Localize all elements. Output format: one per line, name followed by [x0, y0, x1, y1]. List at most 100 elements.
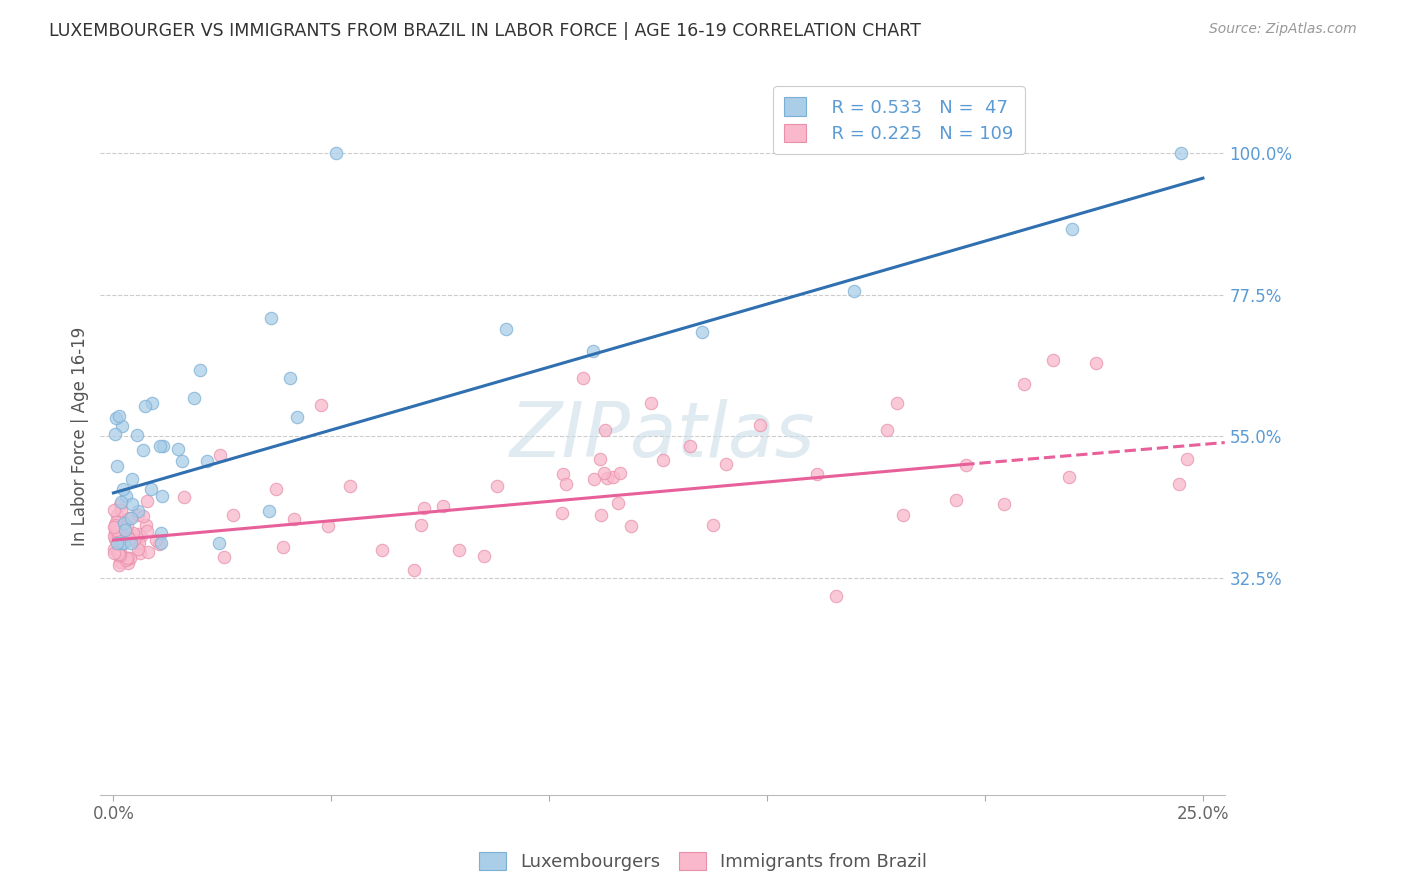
- Point: [107, 547, 129, 561]
- Point: [283, 512, 305, 526]
- Point: [554, 477, 576, 491]
- Point: [108, 558, 131, 572]
- Point: [447, 543, 470, 558]
- Point: [103, 546, 125, 560]
- Point: [104, 411, 127, 425]
- Point: [551, 467, 574, 482]
- Point: [107, 409, 129, 423]
- Point: [188, 363, 211, 377]
- Point: [806, 467, 828, 482]
- Point: [316, 518, 339, 533]
- Point: [150, 536, 173, 550]
- Point: [413, 501, 436, 516]
- Point: [149, 439, 172, 453]
- Point: [127, 542, 149, 557]
- Point: [1042, 352, 1064, 367]
- Point: [111, 528, 134, 542]
- Point: [111, 536, 134, 550]
- Point: [1062, 221, 1084, 235]
- Point: [409, 518, 432, 533]
- Point: [115, 519, 138, 533]
- Point: [593, 466, 616, 480]
- Point: [104, 517, 127, 532]
- Point: [114, 553, 136, 567]
- Point: [110, 528, 132, 542]
- Point: [134, 399, 156, 413]
- Point: [209, 448, 232, 462]
- Point: [141, 395, 163, 409]
- Point: [1167, 476, 1189, 491]
- Point: [271, 540, 294, 554]
- Point: [105, 536, 128, 550]
- Point: [118, 532, 141, 546]
- Text: LUXEMBOURGER VS IMMIGRANTS FROM BRAZIL IN LABOR FORCE | AGE 16-19 CORRELATION CH: LUXEMBOURGER VS IMMIGRANTS FROM BRAZIL I…: [49, 22, 921, 40]
- Point: [195, 453, 218, 467]
- Point: [589, 452, 612, 467]
- Point: [103, 520, 125, 534]
- Point: [120, 551, 142, 566]
- Point: [129, 546, 152, 560]
- Point: [122, 526, 145, 541]
- Point: [114, 523, 136, 537]
- Point: [136, 493, 159, 508]
- Point: [716, 457, 738, 471]
- Point: [551, 507, 574, 521]
- Point: [127, 428, 149, 442]
- Point: [103, 529, 125, 543]
- Point: [112, 516, 135, 530]
- Point: [135, 517, 157, 532]
- Point: [472, 549, 495, 563]
- Point: [117, 556, 139, 570]
- Point: [141, 482, 163, 496]
- Point: [111, 529, 134, 543]
- Point: [309, 398, 332, 412]
- Point: [135, 524, 157, 538]
- Point: [129, 529, 152, 543]
- Point: [104, 525, 127, 540]
- Point: [212, 549, 235, 564]
- Text: ZIPatlas: ZIPatlas: [510, 400, 815, 474]
- Point: [112, 482, 135, 496]
- Point: [108, 545, 131, 559]
- Point: [107, 549, 129, 564]
- Y-axis label: In Labor Force | Age 16-19: In Labor Force | Age 16-19: [72, 326, 89, 546]
- Point: [260, 311, 283, 326]
- Point: [1175, 452, 1198, 467]
- Point: [222, 508, 245, 523]
- Point: [582, 344, 605, 359]
- Point: [620, 519, 643, 533]
- Point: [1057, 470, 1080, 484]
- Point: [132, 509, 155, 524]
- Point: [285, 409, 308, 424]
- Point: [640, 396, 662, 410]
- Point: [105, 459, 128, 474]
- Point: [108, 498, 131, 512]
- Point: [602, 470, 624, 484]
- Point: [115, 489, 138, 503]
- Point: [122, 533, 145, 547]
- Point: [117, 551, 139, 566]
- Point: [103, 503, 125, 517]
- Point: [105, 508, 128, 523]
- Point: [115, 527, 138, 541]
- Point: [1084, 356, 1107, 370]
- Point: [172, 454, 194, 468]
- Point: [107, 546, 129, 560]
- Point: [582, 472, 605, 486]
- Point: [114, 523, 136, 537]
- Point: [257, 504, 280, 518]
- Point: [121, 510, 143, 524]
- Point: [152, 439, 174, 453]
- Point: [108, 525, 131, 540]
- Point: [117, 550, 139, 565]
- Point: [876, 423, 898, 437]
- Point: [118, 511, 141, 525]
- Point: [111, 529, 134, 543]
- Text: Source: ZipAtlas.com: Source: ZipAtlas.com: [1209, 22, 1357, 37]
- Point: [103, 426, 125, 441]
- Point: [1012, 376, 1035, 391]
- Point: [690, 326, 713, 340]
- Point: [121, 472, 143, 486]
- Point: [166, 442, 188, 457]
- Point: [486, 479, 509, 493]
